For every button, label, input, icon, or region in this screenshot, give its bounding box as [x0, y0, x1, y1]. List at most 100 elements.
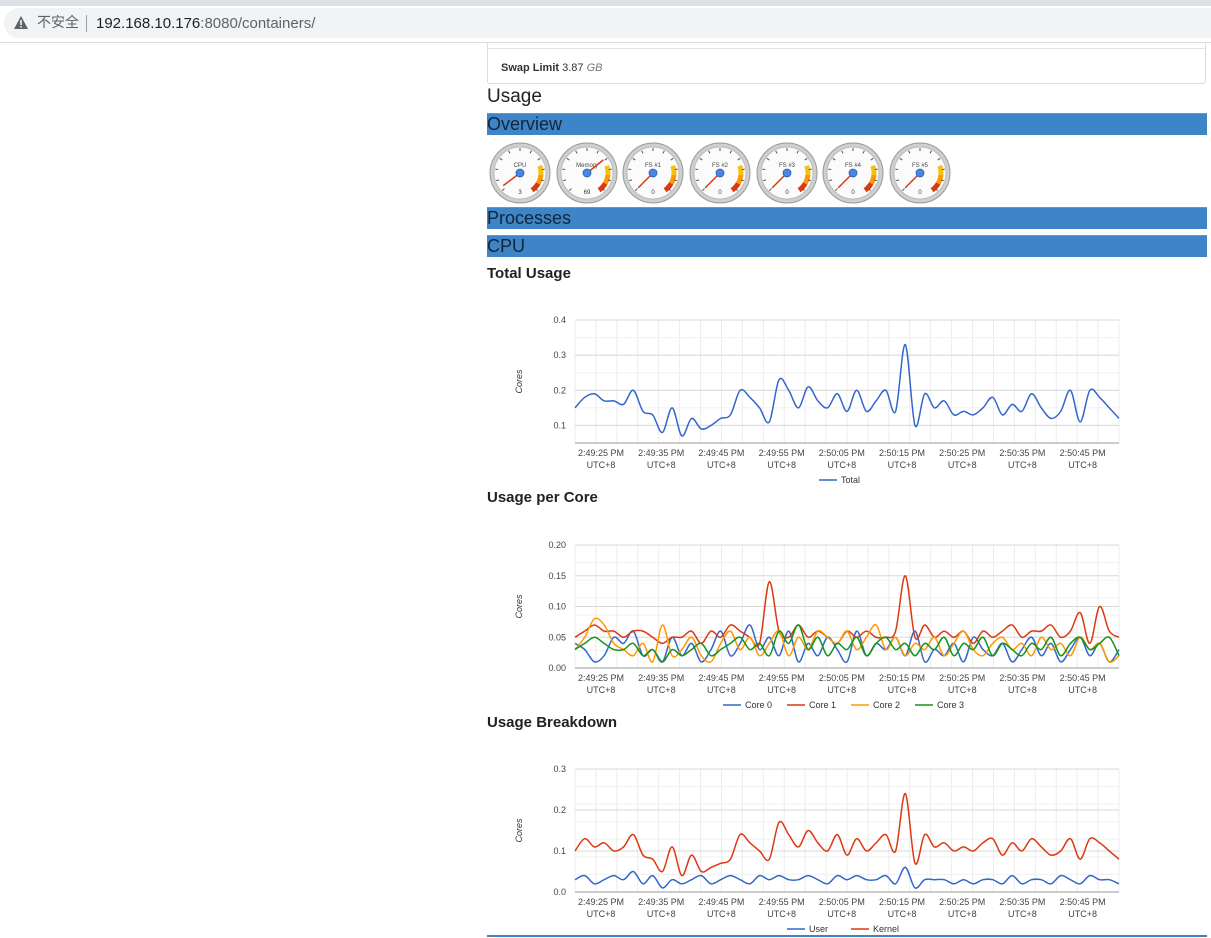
gauge-tick [899, 157, 903, 161]
x-tick-sublabel: UTC+8 [647, 460, 676, 470]
gauge-tick [832, 157, 836, 161]
legend-label: Core 1 [809, 700, 836, 710]
url-text[interactable]: 192.168.10.176:8080/containers/ [96, 15, 315, 32]
overview-heading: Overview [487, 114, 563, 134]
gauge-tick [834, 188, 838, 192]
x-tick-label: 2:49:45 PM [698, 448, 744, 458]
gauge-band-warn [870, 164, 877, 176]
x-tick-label: 2:49:55 PM [759, 448, 805, 458]
gauge-band-critical [730, 182, 741, 193]
usage-breakdown-chart: 0.0 0.1 0.2 0.3 2:49:25 PM UTC+8 2:49:35 PM UTC… [514, 764, 1120, 934]
y-tick-label: 0.1 [553, 846, 566, 856]
toolbar-divider [0, 42, 1211, 43]
y-tick-label: 0.20 [548, 540, 566, 550]
y-tick-label: 0.3 [553, 764, 566, 774]
address-bar[interactable] [4, 8, 1211, 38]
gauge-fs-3: FS #3 0 [756, 142, 818, 204]
gauge-tick [634, 188, 638, 192]
x-tick-sublabel: UTC+8 [587, 909, 616, 919]
x-tick-label: 2:49:55 PM [759, 897, 805, 907]
x-tick-sublabel: UTC+8 [587, 460, 616, 470]
url-host: 192.168.10.176 [96, 15, 201, 32]
gauge-tick [775, 150, 778, 154]
spec-panel: Swap Limit 3.87 GB [487, 42, 1206, 84]
gauge-band-critical [530, 182, 541, 193]
gauge-hub [582, 168, 592, 178]
x-tick-sublabel: UTC+8 [888, 909, 917, 919]
gauge-band-warn [804, 164, 811, 176]
gauge-fs-2: FS #2 0 [689, 142, 751, 204]
y-tick-label: 0.3 [553, 350, 566, 360]
gauge-tick [670, 157, 674, 161]
x-tick-sublabel: UTC+8 [888, 460, 917, 470]
gauge-band-high [668, 174, 677, 185]
gauge-band-warn [604, 164, 611, 176]
x-tick-label: 2:50:35 PM [999, 673, 1045, 683]
processes-bar[interactable]: Processes [487, 207, 1207, 229]
gauge-tick [566, 157, 570, 161]
gauge-tick [499, 157, 503, 161]
gauge-tick [737, 157, 741, 161]
x-tick-sublabel: UTC+8 [707, 460, 736, 470]
series-line-total [574, 343, 1120, 437]
gauge-band-high [535, 174, 544, 185]
gauge-band-high [935, 174, 944, 185]
gauge-tick [540, 179, 544, 182]
x-tick-label: 2:49:45 PM [698, 897, 744, 907]
overview-bar[interactable]: Overview [487, 113, 1207, 135]
gauge-band-warn [670, 164, 677, 176]
gauge-label: FS #5 [912, 163, 929, 169]
gauge-tick [535, 188, 539, 192]
y-tick-label: 0.0 [553, 887, 566, 897]
x-tick-sublabel: UTC+8 [707, 685, 736, 695]
gauge-tick [766, 157, 770, 161]
x-tick-sublabel: UTC+8 [948, 685, 977, 695]
gauge-tick [529, 150, 532, 154]
gauge-tick [629, 179, 633, 182]
x-tick-sublabel: UTC+8 [767, 909, 796, 919]
gauge-band-critical [597, 182, 608, 193]
gauge-value: 0 [918, 190, 922, 196]
gauge-band-warn [937, 164, 944, 176]
x-tick-label: 2:49:25 PM [578, 448, 624, 458]
gauge-band-critical [863, 182, 874, 193]
gauge-tick [868, 188, 872, 192]
x-tick-sublabel: UTC+8 [1068, 460, 1097, 470]
x-tick-sublabel: UTC+8 [1008, 909, 1037, 919]
security-status[interactable]: 不安全 [37, 15, 79, 31]
warning-icon[interactable] [14, 16, 28, 29]
cpu-bar[interactable]: CPU [487, 235, 1207, 257]
x-tick-label: 2:50:45 PM [1060, 448, 1106, 458]
y-axis-label: Cores [514, 594, 524, 619]
gauge-tick [796, 150, 799, 154]
gauge-hub [915, 168, 925, 178]
gauge-value: 0 [851, 190, 855, 196]
x-tick-label: 2:49:25 PM [578, 897, 624, 907]
gauge-value: 0 [651, 190, 655, 196]
x-tick-label: 2:50:15 PM [879, 897, 925, 907]
x-tick-sublabel: UTC+8 [1068, 685, 1097, 695]
gauge-tick [496, 179, 500, 182]
gauge-tick [641, 150, 644, 154]
processes-heading: Processes [487, 208, 572, 228]
gauge-band-critical [663, 182, 674, 193]
gauge-tick [563, 179, 567, 182]
gauge-tick [607, 179, 611, 182]
gauge-tick [729, 150, 732, 154]
x-tick-sublabel: UTC+8 [587, 685, 616, 695]
gauge-tick [870, 157, 874, 161]
x-tick-sublabel: UTC+8 [888, 685, 917, 695]
gauge-tick [908, 150, 911, 154]
gauge-band-warn [737, 164, 744, 176]
x-tick-sublabel: UTC+8 [827, 685, 856, 695]
gauge-tick [575, 150, 578, 154]
gauge-hub [515, 168, 525, 178]
x-tick-sublabel: UTC+8 [767, 685, 796, 695]
gauge-hub [715, 168, 725, 178]
gauge-tick [501, 188, 505, 192]
y-axis-label: Cores [514, 818, 524, 843]
gauge-band-high [602, 174, 611, 185]
gauge-label: FS #3 [779, 163, 796, 169]
y-tick-label: 0.15 [548, 571, 566, 581]
x-tick-label: 2:49:35 PM [638, 897, 684, 907]
